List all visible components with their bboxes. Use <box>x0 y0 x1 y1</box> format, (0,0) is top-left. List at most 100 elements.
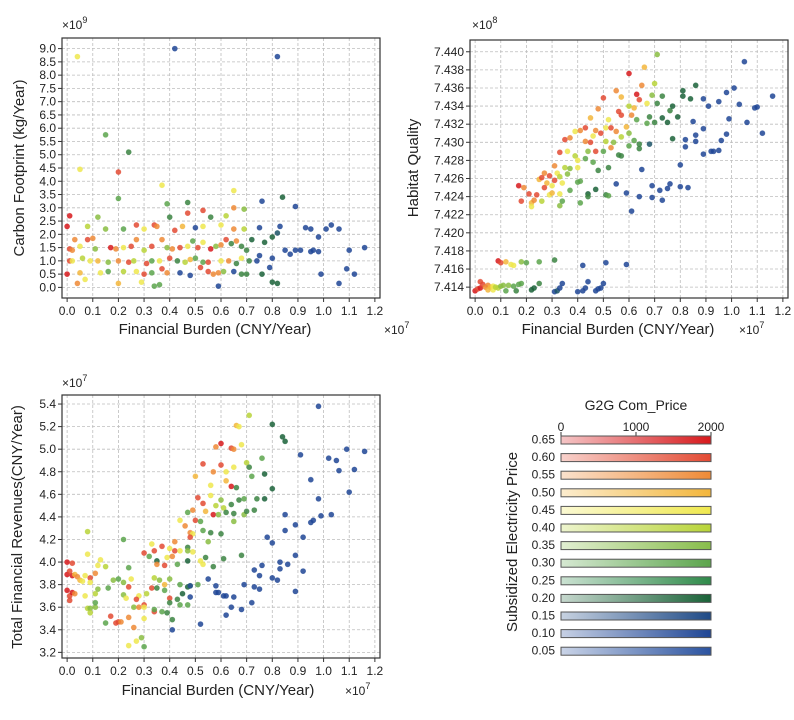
scatter-point <box>238 441 245 448</box>
scatter-point <box>551 257 558 263</box>
x-tick-label: 1.2 <box>367 664 384 678</box>
x-tick-label: 0.2 <box>110 304 127 318</box>
scatter-point <box>238 243 245 250</box>
scatter-point <box>174 596 181 603</box>
scatter-point <box>200 239 206 246</box>
scatter-point <box>177 581 183 588</box>
y-tick-label: 7.422 <box>434 208 464 222</box>
scatter-point <box>161 581 168 588</box>
scatter-point <box>87 579 94 586</box>
x-tick-label: 0.9 <box>290 664 307 678</box>
scatter-point <box>302 224 309 231</box>
scatter-point <box>323 226 329 232</box>
x-axis-multiplier: ×107 <box>384 320 409 337</box>
legend-row-label: 0.05 <box>532 644 556 658</box>
y-tick-label: 3.0 <box>39 201 56 215</box>
x-tick-label: 0.5 <box>187 304 204 318</box>
scatter-point <box>549 190 555 196</box>
scatter-point <box>164 200 170 207</box>
scatter-point <box>646 114 653 120</box>
scatter-point <box>146 553 153 560</box>
scatter-point <box>74 53 81 60</box>
scatter-point <box>564 148 571 155</box>
scatter-point <box>238 255 245 262</box>
scatter-point <box>210 468 217 475</box>
x-axis-label: Financial Burden (CNY/Year) <box>122 682 315 699</box>
scatter-point <box>187 534 194 541</box>
scatter-point <box>192 224 199 231</box>
scatter-point <box>125 614 132 621</box>
y-tick-label: 3.2 <box>39 645 56 659</box>
scatter-point <box>230 226 237 232</box>
scatter-point <box>700 95 707 102</box>
y-tick-label: 4.5 <box>39 161 56 175</box>
y-tick-label: 2.5 <box>39 214 56 228</box>
scatter-point <box>336 467 342 474</box>
y-tick-label: 1.0 <box>39 254 56 268</box>
scatter-point <box>644 100 650 107</box>
scatter-point <box>259 198 265 205</box>
y-tick-label: 7.424 <box>434 190 464 204</box>
scatter-point <box>210 563 217 570</box>
scatter-point <box>223 593 229 599</box>
scatter-point <box>274 230 281 236</box>
scatter-point <box>200 259 206 266</box>
scatter-point <box>71 590 78 597</box>
scatter-point <box>84 528 91 535</box>
legend-row-label: 0.55 <box>532 468 556 482</box>
scatter-point <box>130 604 137 611</box>
x-tick-label: 1.2 <box>367 304 384 318</box>
x-tick-label: 0.9 <box>698 304 715 318</box>
legend-row: 0.05 <box>532 644 712 658</box>
scatter-point <box>135 604 142 611</box>
scatter-point <box>200 561 206 568</box>
legend-color-bar <box>560 453 712 463</box>
scatter-point <box>115 576 122 582</box>
scatter-point <box>667 180 673 187</box>
scatter-point <box>236 423 242 430</box>
y-tick-label: 4.4 <box>39 510 56 524</box>
scatter-point <box>113 245 119 252</box>
x-tick-label: 0.6 <box>621 304 638 318</box>
x-tick-label: 0.3 <box>544 304 561 318</box>
scatter-point <box>97 269 104 276</box>
scatter-point <box>592 148 599 155</box>
scatter-point <box>153 561 160 568</box>
y-tick-label: 7.5 <box>39 81 56 95</box>
scatter-point <box>128 576 135 582</box>
x-tick-label: 0.4 <box>569 304 586 318</box>
y-tick-label: 4.0 <box>39 174 56 188</box>
scatter-point <box>248 473 255 480</box>
y-tick-label: 2.0 <box>39 227 56 241</box>
scatter-point <box>592 186 599 193</box>
x-tick-label: 0.7 <box>238 304 255 318</box>
scatter-point <box>125 584 132 590</box>
scatter-point <box>174 257 181 264</box>
legend-row-label: 0.20 <box>532 591 556 605</box>
scatter-point <box>510 262 517 269</box>
legend-color-bar <box>560 629 712 639</box>
data-points <box>64 45 368 289</box>
scatter-point <box>79 255 86 262</box>
scatter-point <box>333 457 340 464</box>
scatter-point <box>87 257 94 264</box>
scatter-point <box>200 223 206 230</box>
scatter-point <box>123 595 129 602</box>
scatter-point <box>336 226 342 232</box>
scatter-point <box>177 517 183 524</box>
scatter-point <box>638 82 645 89</box>
x-tick-label: 1.1 <box>341 304 358 318</box>
scatter-point <box>667 107 673 114</box>
scatter-point <box>92 570 99 577</box>
x-tick-label: 0.2 <box>518 304 535 318</box>
scatter-point <box>243 271 250 277</box>
scatter-point <box>166 545 173 552</box>
scatter-point <box>654 100 661 107</box>
scatter-point <box>205 576 212 582</box>
scatter-point <box>251 567 258 573</box>
scatter-point <box>125 564 132 571</box>
scatter-point <box>582 155 589 162</box>
scatter-point <box>95 257 101 264</box>
scatter-point <box>169 553 176 560</box>
